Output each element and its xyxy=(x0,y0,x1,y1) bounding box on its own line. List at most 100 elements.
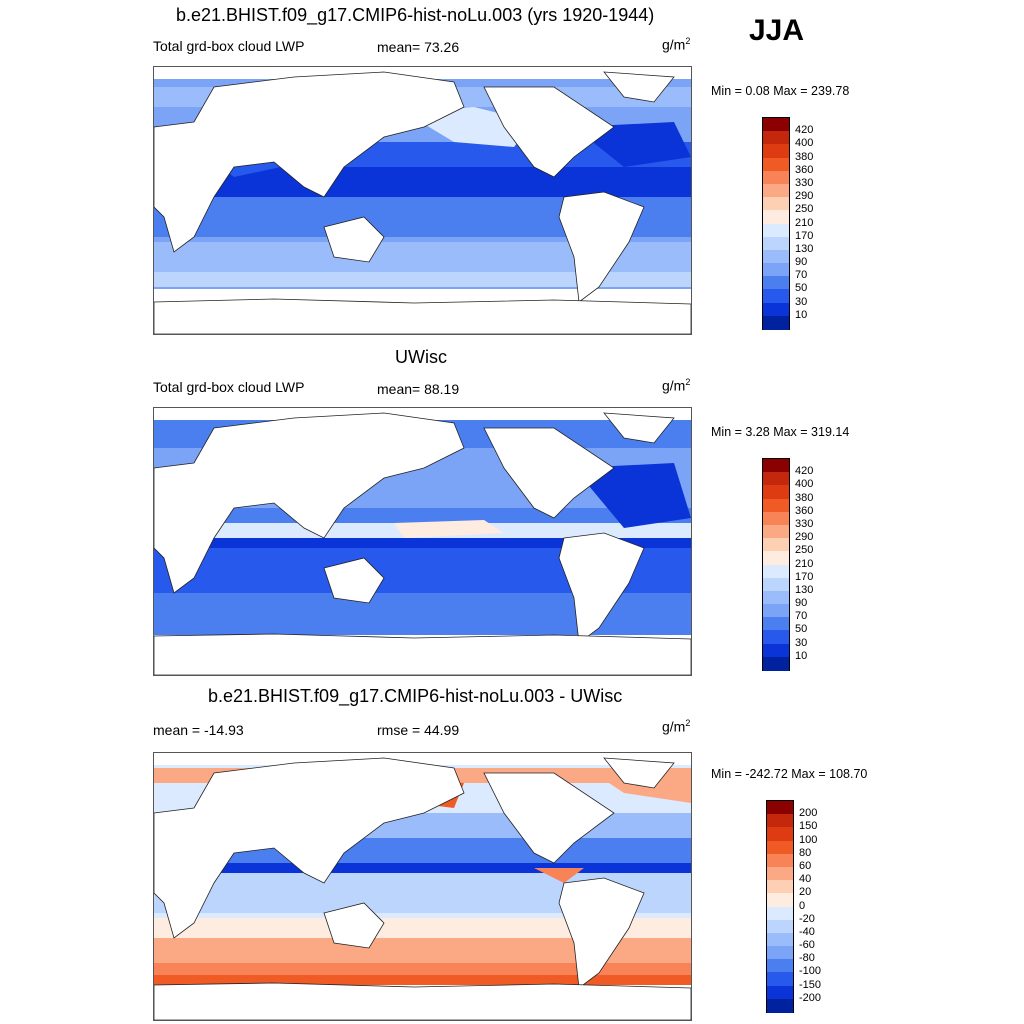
colorbar-tick-label: -40 xyxy=(799,925,815,938)
panel1-ocean-field xyxy=(154,67,691,334)
panel3-title: b.e21.BHIST.f09_g17.CMIP6-hist-noLu.003 … xyxy=(208,686,623,706)
colorbar-tick-label: 70 xyxy=(795,269,808,282)
panel2-mean-label: mean= 88.19 xyxy=(377,381,460,397)
panel2-minmax: Min = 3.28 Max = 319.14 xyxy=(711,425,850,439)
colorbar-swatch xyxy=(763,289,789,304)
colorbar-swatch xyxy=(763,210,789,224)
colorbar-tick-label: -80 xyxy=(799,952,815,965)
colorbar-swatch xyxy=(763,524,789,539)
colorbar-swatch xyxy=(763,472,789,486)
colorbar-swatch xyxy=(767,919,793,934)
panel3-rmse-label: rmse = 44.99 xyxy=(377,722,460,738)
panel1-title: b.e21.BHIST.f09_g17.CMIP6-hist-noLu.003 … xyxy=(176,5,655,25)
colorbar-swatch xyxy=(763,459,789,473)
colorbar-swatch xyxy=(763,590,789,605)
colorbar-tick-label: 50 xyxy=(795,623,808,636)
colorbar-swatch xyxy=(767,998,793,1013)
colorbar-swatch xyxy=(767,801,793,815)
colorbar-swatch xyxy=(763,157,789,172)
panel1-map xyxy=(153,66,692,335)
colorbar-swatch xyxy=(763,564,789,579)
colorbar-swatch xyxy=(763,249,789,264)
colorbar-swatch xyxy=(763,498,789,513)
season-label: JJA xyxy=(749,14,805,47)
colorbar-swatch xyxy=(767,906,793,921)
colorbar-tick-label: -200 xyxy=(799,991,822,1004)
colorbar-tick-label: 330 xyxy=(795,517,814,530)
panel3-units: g/m2 xyxy=(662,718,691,735)
panel2-land xyxy=(154,412,691,675)
colorbar-swatch xyxy=(763,511,789,526)
colorbar-swatch xyxy=(767,814,793,828)
colorbar-swatch xyxy=(767,827,793,842)
colorbar-swatch xyxy=(763,131,789,145)
colorbar-tick-label: 150 xyxy=(799,820,818,833)
colorbar-swatch xyxy=(763,170,789,185)
panel1-units: g/m2 xyxy=(662,36,691,53)
colorbar-tick-label: -60 xyxy=(799,939,815,952)
colorbar-swatch xyxy=(763,144,789,159)
colorbar-tick-label: 20 xyxy=(799,886,812,899)
colorbar-tick-label: 30 xyxy=(795,295,808,308)
panel1-map-svg xyxy=(154,67,691,334)
panel1-variable-label: Total grd-box cloud LWP xyxy=(153,38,305,54)
colorbar-tick-label: 170 xyxy=(795,570,814,583)
colorbar-tick-label: 80 xyxy=(799,846,812,859)
panel1-colorbar: 420 400 380 360 330 290 250 210 170 130 90 70 50 30 10 xyxy=(762,117,813,330)
colorbar-swatch xyxy=(763,236,789,251)
colorbar-swatch xyxy=(763,263,789,277)
colorbar-swatch xyxy=(763,538,789,552)
colorbar-swatch xyxy=(767,866,793,881)
colorbar-tick-label: 130 xyxy=(795,242,814,255)
colorbar-tick-label: 420 xyxy=(795,465,814,478)
colorbar-tick-label: 50 xyxy=(795,282,808,295)
colorbar-tick-label: 40 xyxy=(799,873,812,886)
colorbar-tick-label: 380 xyxy=(795,491,814,504)
panel1-minmax: Min = 0.08 Max = 239.78 xyxy=(711,84,850,98)
colorbar-tick-label: 360 xyxy=(795,504,814,517)
colorbar-swatch xyxy=(763,118,789,132)
colorbar-tick-label: 10 xyxy=(795,308,808,321)
colorbar-tick-label: 400 xyxy=(795,478,814,491)
colorbar-tick-label: 0 xyxy=(799,899,806,912)
panel2-map-svg xyxy=(154,408,691,675)
colorbar-swatch xyxy=(763,223,789,238)
colorbar-tick-label: 200 xyxy=(799,807,818,820)
panel3-minmax: Min = -242.72 Max = 108.70 xyxy=(711,767,868,781)
colorbar-tick-label: 130 xyxy=(795,583,814,596)
colorbar-swatch xyxy=(767,972,793,987)
panel2-units: g/m2 xyxy=(662,377,691,394)
colorbar-tick-label: -150 xyxy=(799,978,822,991)
panel2-title: UWisc xyxy=(395,347,447,367)
colorbar-swatch xyxy=(767,932,793,947)
panel2-map xyxy=(153,407,692,676)
colorbar-swatch xyxy=(763,485,789,500)
colorbar-swatch xyxy=(763,551,789,565)
colorbar-swatch xyxy=(763,656,789,671)
colorbar-tick-label: 250 xyxy=(795,544,814,557)
colorbar-tick-label: 10 xyxy=(795,649,808,662)
colorbar-swatch xyxy=(763,183,789,198)
colorbar-tick-label: 380 xyxy=(795,150,814,163)
colorbar-swatch xyxy=(763,617,789,631)
colorbar-swatch xyxy=(763,643,789,658)
colorbar-tick-label: 360 xyxy=(795,163,814,176)
colorbar-swatch xyxy=(763,276,789,290)
panel2-variable-label: Total grd-box cloud LWP xyxy=(153,379,305,395)
colorbar-tick-label: 400 xyxy=(795,137,814,150)
panel3-map-svg xyxy=(154,753,691,1020)
panel1-mean-label: mean= 73.26 xyxy=(377,39,460,55)
panel2-colorbar: 420 400 380 360 330 290 250 210 170 130 90 70 50 30 10 xyxy=(762,458,813,671)
colorbar-tick-label: 290 xyxy=(795,531,814,544)
panel3-map xyxy=(153,752,692,1021)
colorbar-swatch xyxy=(763,630,789,645)
colorbar-swatch xyxy=(763,604,789,618)
colorbar-swatch xyxy=(767,893,793,907)
colorbar-tick-label: 90 xyxy=(795,256,808,269)
colorbar-tick-label: 210 xyxy=(795,557,814,570)
colorbar-tick-label: 330 xyxy=(795,176,814,189)
colorbar-tick-label: -100 xyxy=(799,965,822,978)
colorbar-tick-label: 30 xyxy=(795,636,808,649)
colorbar-tick-label: 250 xyxy=(795,203,814,216)
colorbar-tick-label: 210 xyxy=(795,216,814,229)
